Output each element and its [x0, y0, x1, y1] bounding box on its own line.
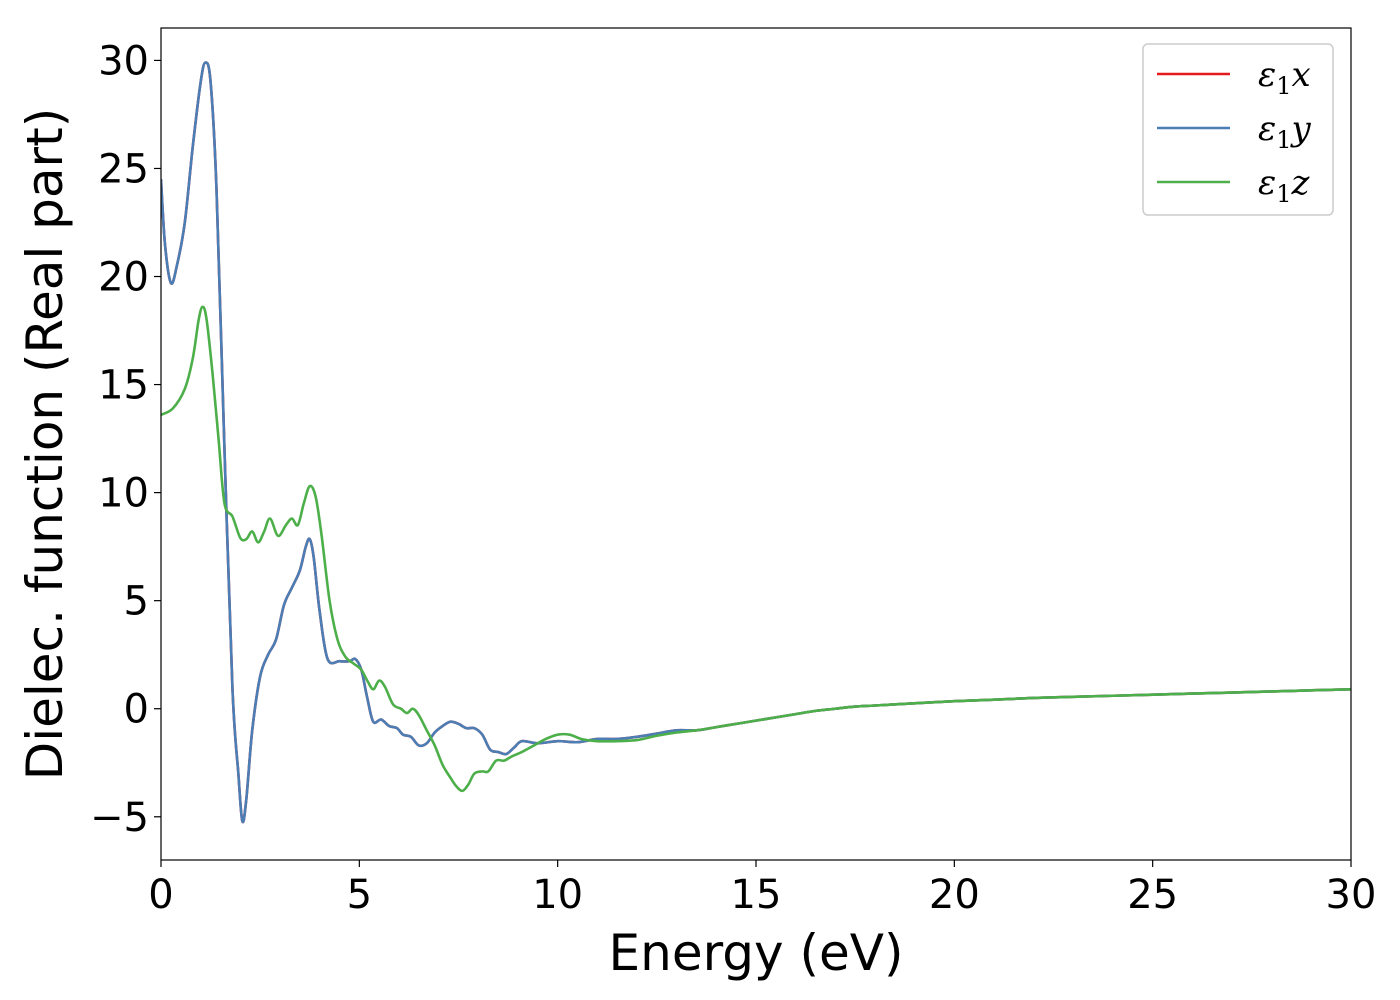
y-tick-label: 20 [98, 255, 149, 301]
legend-label-epsilon1x: ε1x [1258, 55, 1311, 100]
y-tick-label: 5 [124, 579, 149, 625]
legend-box [1142, 43, 1334, 216]
x-axis-label: Energy (eV) [609, 924, 904, 982]
y-tick-label: 30 [98, 38, 149, 84]
x-tick-label: 5 [347, 872, 372, 918]
x-tick-label: 10 [532, 872, 583, 918]
y-tick-label: 25 [98, 146, 149, 192]
x-tick-label: 15 [731, 872, 782, 918]
y-axis-ticks: −5 0 5 10 15 20 25 30 [90, 38, 161, 841]
legend-label-epsilon1y: ε1y [1258, 109, 1312, 154]
y-tick-label: 0 [124, 687, 149, 733]
x-tick-label: 25 [1127, 872, 1178, 918]
y-tick-label: 15 [98, 363, 149, 409]
y-tick-label: 10 [98, 471, 149, 517]
y-tick-label: −5 [90, 795, 149, 841]
legend: ε1x ε1y ε1z [1142, 43, 1334, 216]
series-layer [161, 61, 1351, 824]
legend-label-epsilon1z: ε1z [1258, 163, 1311, 208]
series-line-epsilon1z [161, 305, 1351, 793]
y-axis-label: Dielec. function (Real part) [16, 108, 74, 780]
x-tick-label: 30 [1326, 872, 1377, 918]
x-axis-ticks: 0 5 10 15 20 25 30 [148, 860, 1376, 918]
x-tick-label: 20 [929, 872, 980, 918]
x-tick-label: 0 [148, 872, 173, 918]
